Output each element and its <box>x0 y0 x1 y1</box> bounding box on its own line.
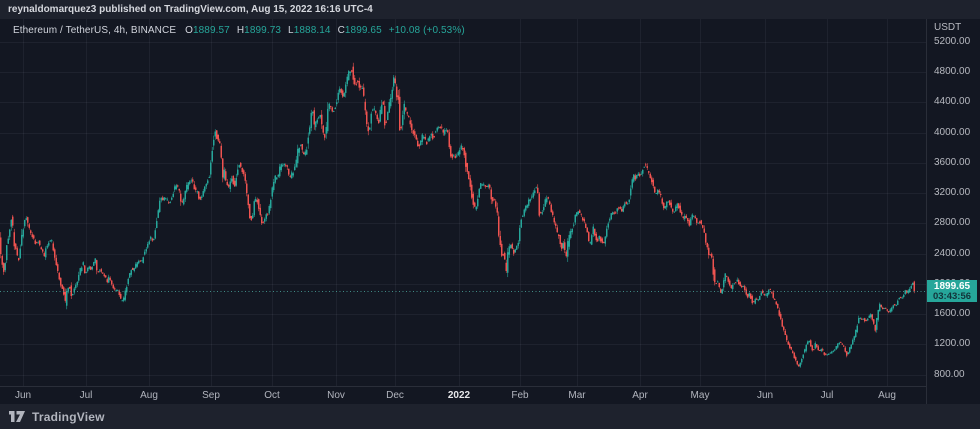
price-axis-tick: 1200.00 <box>934 338 971 350</box>
price-axis-currency: USDT <box>934 22 962 33</box>
time-axis-tick: Oct <box>264 390 280 401</box>
last-price-label: 1899.65 03:43:56 <box>927 280 977 302</box>
time-axis-tick: Feb <box>511 390 529 401</box>
footer-bar: TradingView <box>0 404 980 429</box>
price-axis-tick: 4000.00 <box>934 126 971 138</box>
time-axis-tick: Dec <box>386 390 404 401</box>
time-axis-tick: Jun <box>756 390 774 401</box>
time-axis-tick: May <box>690 390 710 401</box>
time-axis-tick: Sep <box>202 390 220 401</box>
price-axis-tick: 1600.00 <box>934 308 971 320</box>
ohlc-open: O1889.57 <box>185 25 230 36</box>
time-axis[interactable]: Jun Jul Aug Sep Oct Nov Dec 2022 Feb Mar Apr May Jun… <box>0 386 926 404</box>
publish-info-bar: reynaldomarquez3 published on TradingVie… <box>0 0 980 19</box>
candle-countdown: 03:43:56 <box>932 291 972 302</box>
time-axis-tick: Jul <box>79 390 93 401</box>
time-axis-tick: Jun <box>14 390 32 401</box>
price-axis-tick: 800.00 <box>934 368 965 380</box>
price-axis-tick: 4400.00 <box>934 96 971 108</box>
time-axis-tick: Mar <box>568 390 586 401</box>
ohlc-close: C1899.65 <box>337 25 382 36</box>
symbol-title[interactable]: Ethereum / TetherUS, 4h, BINANCE <box>13 25 177 36</box>
price-axis-tick: 3200.00 <box>934 187 971 199</box>
chart-pane[interactable]: Ethereum / TetherUS, 4h, BINANCE O1889.57… <box>0 19 980 404</box>
chart-legend[interactable]: Ethereum / TetherUS, 4h, BINANCE O1889.57… <box>13 25 465 36</box>
time-axis-tick: Aug <box>140 390 158 401</box>
price-axis-tick: 3600.00 <box>934 156 971 168</box>
price-axis-tick: 4800.00 <box>934 65 971 77</box>
candlestick-chart-canvas[interactable] <box>0 19 926 386</box>
price-axis[interactable]: USDT 5200.00 4800.00 4400.00 4000.00 3600.00… <box>926 19 980 404</box>
time-axis-tick: Jul <box>820 390 834 401</box>
tradingview-logo-icon[interactable] <box>8 410 26 423</box>
publish-info-text: reynaldomarquez3 published on TradingVie… <box>8 4 373 15</box>
price-axis-tick: 5200.00 <box>934 35 971 47</box>
time-axis-tick: Nov <box>327 390 345 401</box>
price-axis-tick: 2800.00 <box>934 217 971 229</box>
price-change: +10.08 (+0.53%) <box>388 25 465 36</box>
ohlc-high: H1899.73 <box>236 25 282 36</box>
time-axis-tick: 2022 <box>447 390 471 401</box>
price-axis-tick: 2400.00 <box>934 247 971 259</box>
time-axis-tick: Apr <box>632 390 648 401</box>
last-price-value: 1899.65 <box>933 281 971 292</box>
time-axis-tick: Aug <box>878 390 896 401</box>
ohlc-low: L1888.14 <box>288 25 331 36</box>
tradingview-brand[interactable]: TradingView <box>32 409 105 424</box>
